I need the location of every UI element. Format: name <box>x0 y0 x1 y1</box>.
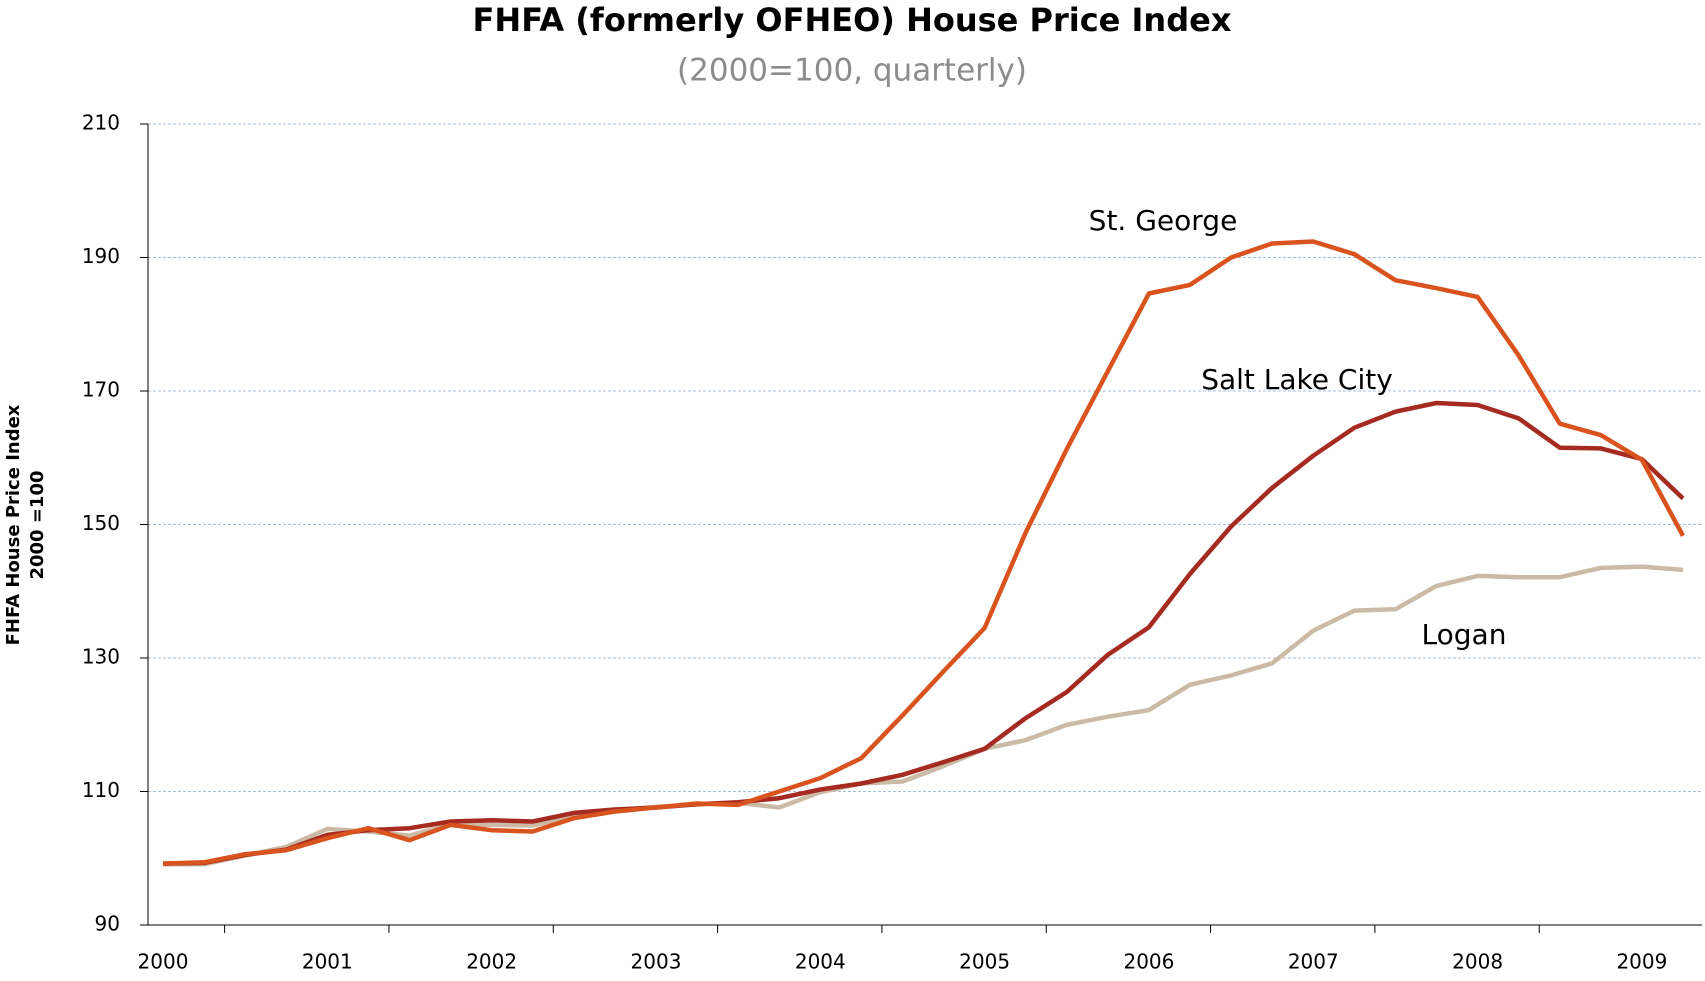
series-label: Salt Lake City <box>1201 363 1393 396</box>
y-tick-label: 170 <box>82 378 120 402</box>
y-tick-label: 190 <box>82 244 120 268</box>
x-tick-label: 2002 <box>466 950 517 974</box>
chart-title: FHFA (formerly OFHEO) House Price Index <box>473 1 1232 39</box>
series-line <box>163 564 1684 867</box>
x-tick-label: 2001 <box>302 950 353 974</box>
x-tick-label: 2006 <box>1123 950 1174 974</box>
series-line <box>162 400 1685 866</box>
series-label: St. George <box>1089 204 1238 237</box>
x-tick-label: 2007 <box>1288 950 1339 974</box>
y-tick-label: 90 <box>95 912 120 936</box>
y-tick-label: 150 <box>82 511 120 535</box>
y-axis-label: FHFA House Price Index 2000 =100 <box>3 404 48 645</box>
y-tick-label: 210 <box>82 111 120 135</box>
x-tick-label: 2005 <box>959 950 1010 974</box>
series-label: Logan <box>1422 618 1507 651</box>
series-line <box>162 239 1685 866</box>
x-tick-label: 2003 <box>631 950 682 974</box>
x-tick-label: 2008 <box>1452 950 1503 974</box>
y-axis-label-line: FHFA House Price Index <box>3 404 24 645</box>
y-tick-label: 110 <box>82 778 120 802</box>
y-axis-label-line: 2000 =100 <box>27 470 48 579</box>
chart-subtitle: (2000=100, quarterly) <box>677 53 1027 89</box>
x-tick-label: 2009 <box>1616 950 1667 974</box>
x-tick-label: 2000 <box>138 950 189 974</box>
x-tick-label: 2004 <box>795 950 846 974</box>
y-tick-label: 130 <box>82 645 120 669</box>
